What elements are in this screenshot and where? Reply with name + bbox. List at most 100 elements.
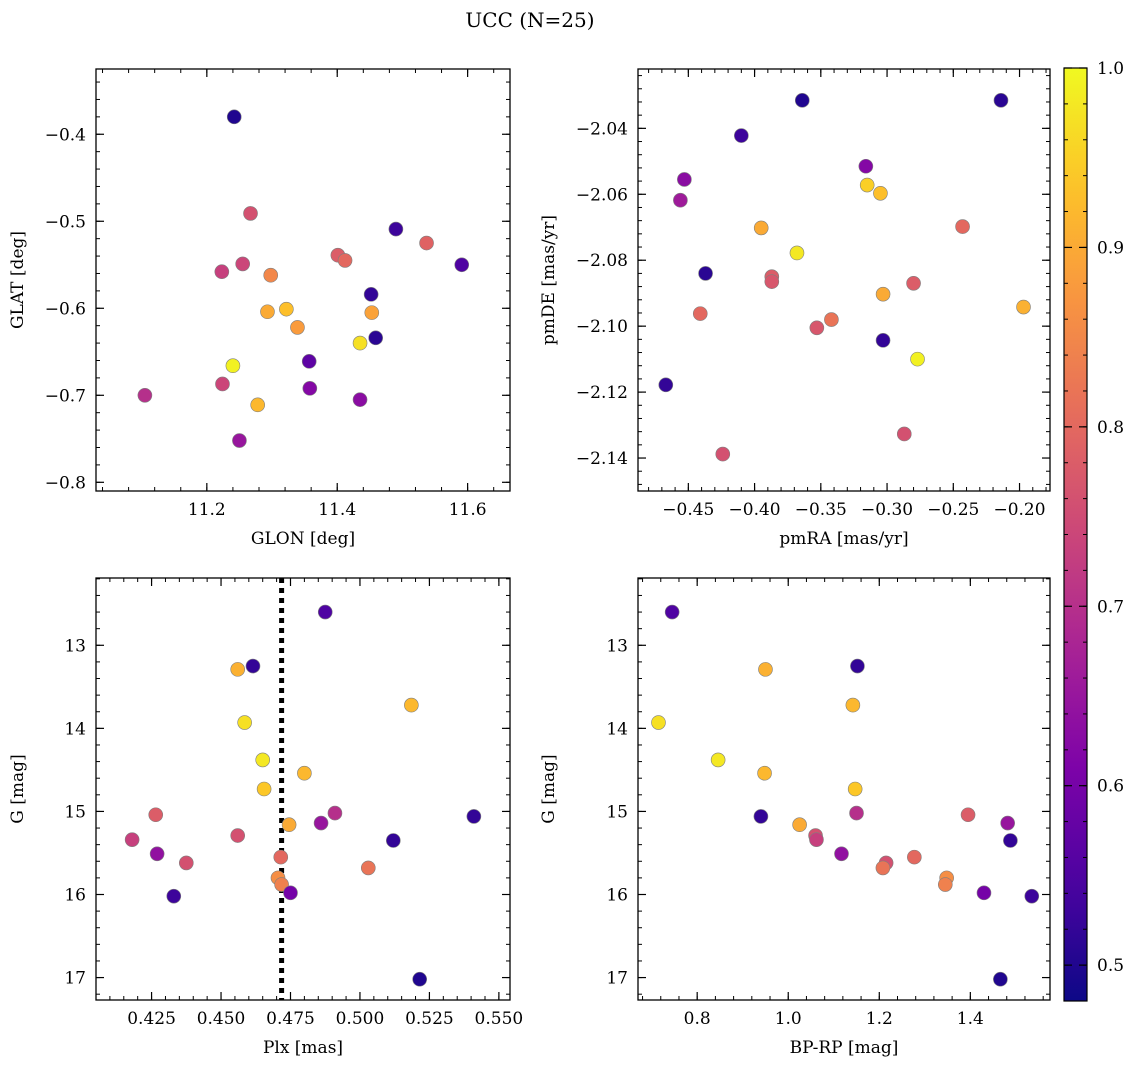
figure-suptitle: UCC (N=25) bbox=[465, 8, 594, 32]
y-tick-label: 17 bbox=[64, 969, 86, 989]
panels: 11.2 11.4 11.6 −0.8 −0.7 −0.6 −0.5 −0.4 GLON [de… bbox=[8, 68, 1051, 1058]
plot-frame bbox=[95, 68, 511, 492]
x-tick-label: 0.550 bbox=[475, 1009, 524, 1029]
scatter-point bbox=[758, 662, 773, 677]
x-tick-label: 11.6 bbox=[449, 500, 487, 520]
scatter-panel-2: −0.45 −0.40 −0.35 −0.30 −0.25 −0.20 −2.14 −2.12… bbox=[539, 68, 1051, 549]
scatter-point bbox=[297, 765, 312, 781]
plot-frame bbox=[637, 577, 1051, 1001]
scatter-point bbox=[263, 267, 279, 283]
scatter-point bbox=[313, 815, 329, 831]
scatter-point bbox=[419, 235, 434, 251]
plot-frame bbox=[95, 577, 511, 1001]
x-axis-label: Plx [mas] bbox=[263, 1038, 343, 1058]
y-tick-label: −2.08 bbox=[576, 251, 628, 271]
x-tick-label: 0.425 bbox=[127, 1009, 176, 1029]
y-tick-label: 15 bbox=[606, 802, 628, 822]
scatter-point bbox=[692, 306, 708, 321]
x-tick-label: 0.475 bbox=[266, 1009, 315, 1029]
scatter-point bbox=[896, 426, 912, 442]
scatter-point bbox=[137, 387, 153, 403]
scatter-point bbox=[845, 697, 861, 713]
scatter-point bbox=[1000, 815, 1015, 831]
y-tick-label: 13 bbox=[64, 636, 86, 656]
x-tick-label: 11.4 bbox=[318, 500, 356, 520]
x-tick-label: −0.40 bbox=[729, 500, 781, 520]
x-tick-label: 1.4 bbox=[957, 1009, 984, 1029]
y-tick-label: −2.04 bbox=[576, 119, 628, 139]
y-tick-label: −0.8 bbox=[45, 473, 86, 493]
y-tick-label: 16 bbox=[606, 886, 628, 906]
x-tick-label: −0.30 bbox=[861, 500, 913, 520]
scatter-point bbox=[859, 177, 875, 193]
scatter-point bbox=[245, 658, 261, 674]
scatter-point bbox=[237, 715, 252, 730]
scatter-point bbox=[710, 752, 726, 768]
scatter-point bbox=[858, 158, 874, 174]
x-tick-label: 0.525 bbox=[405, 1009, 454, 1029]
scatter-point bbox=[734, 128, 749, 143]
x-tick-label: −0.45 bbox=[662, 500, 714, 520]
scatter-point bbox=[875, 860, 891, 876]
scatter-point bbox=[715, 446, 731, 462]
y-tick-label: −0.4 bbox=[45, 125, 86, 145]
colorbar-tick-label: 0.9 bbox=[1097, 238, 1124, 258]
y-tick-label: 16 bbox=[64, 886, 86, 906]
scatter-point bbox=[764, 274, 780, 289]
scatter-point bbox=[658, 377, 674, 393]
y-tick-label: 13 bbox=[606, 636, 628, 656]
scatter-point bbox=[1024, 888, 1040, 904]
y-axis-label: G [mag] bbox=[8, 754, 28, 823]
scatter-point bbox=[850, 658, 865, 674]
scatter-point bbox=[301, 354, 317, 369]
scatter-point bbox=[907, 849, 922, 865]
x-axis-label: pmRA [mas/yr] bbox=[779, 529, 908, 549]
scatter-point bbox=[993, 93, 1009, 108]
x-tick-label: 1.2 bbox=[866, 1009, 893, 1029]
colorbar: 0.5 0.6 0.7 0.8 0.9 1.0 bbox=[1063, 59, 1124, 1002]
scatter-point bbox=[279, 301, 294, 317]
scatter-point bbox=[1016, 299, 1031, 315]
y-axis-label: G [mag] bbox=[539, 754, 559, 823]
scatter-point bbox=[809, 832, 824, 847]
scatter-point bbox=[327, 805, 343, 821]
scatter-point bbox=[873, 185, 888, 201]
scatter-point bbox=[875, 286, 891, 302]
scatter-point bbox=[849, 805, 864, 821]
scatter-point bbox=[824, 312, 839, 327]
colorbar-tick-label: 0.5 bbox=[1097, 956, 1124, 976]
scatter-point bbox=[273, 849, 289, 865]
y-tick-label: 15 bbox=[64, 802, 86, 822]
x-tick-label: 0.450 bbox=[197, 1009, 246, 1029]
scatter-point bbox=[243, 206, 258, 221]
y-tick-label: −0.6 bbox=[45, 299, 86, 319]
colorbar-tick-label: 0.7 bbox=[1097, 597, 1124, 617]
y-axis-label: pmDE [mas/yr] bbox=[539, 215, 559, 345]
scatter-point bbox=[250, 397, 265, 413]
scatter-point bbox=[337, 253, 353, 268]
scatter-point bbox=[651, 715, 666, 730]
x-tick-label: 0.500 bbox=[336, 1009, 385, 1029]
scatter-point bbox=[955, 219, 970, 234]
plot-frame bbox=[637, 68, 1051, 492]
scatter-point bbox=[214, 264, 230, 280]
scatter-point bbox=[317, 604, 333, 620]
scatter-point bbox=[230, 662, 246, 677]
y-tick-label: −2.10 bbox=[576, 317, 628, 337]
scatter-point bbox=[386, 833, 401, 848]
scatter-point bbox=[232, 433, 247, 448]
scatter-point bbox=[256, 781, 272, 797]
scatter-point bbox=[149, 846, 165, 862]
scatter-point bbox=[404, 697, 419, 713]
colorbar-tick-label: 0.8 bbox=[1097, 418, 1124, 438]
x-tick-label: −0.35 bbox=[795, 500, 847, 520]
y-tick-label: −2.12 bbox=[576, 383, 628, 403]
y-tick-label: 17 bbox=[606, 969, 628, 989]
scatter-point bbox=[363, 287, 379, 302]
scatter-point bbox=[789, 245, 805, 261]
y-tick-label: 14 bbox=[64, 719, 86, 739]
colorbar-tick-label: 0.6 bbox=[1097, 777, 1124, 797]
scatter-point bbox=[993, 971, 1008, 987]
scatter-point bbox=[753, 809, 769, 824]
